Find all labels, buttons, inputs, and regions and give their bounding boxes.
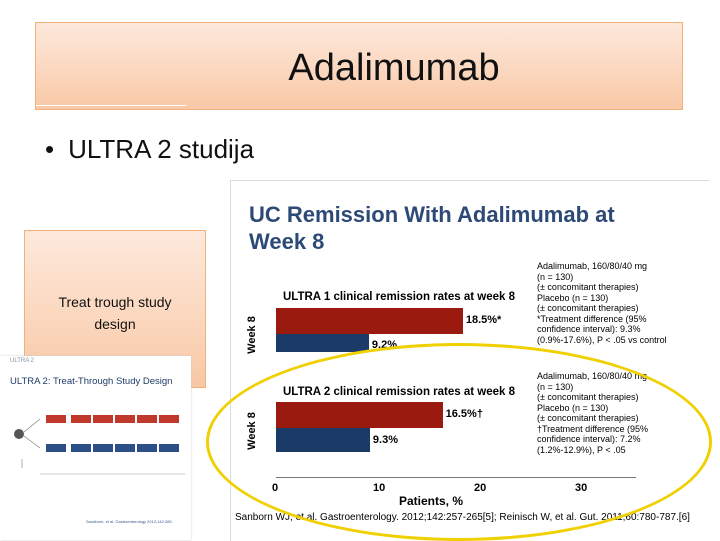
chart-slide-title: UC Remission With Adalimumab at Week 8: [249, 201, 689, 255]
adalimumab-dose-box: [46, 444, 66, 452]
placebo-dose-box: [71, 415, 91, 423]
panel1-adalimumab-bar: [276, 308, 463, 334]
slide-title: Adalimumab: [288, 47, 500, 89]
side-note-line2: design: [94, 316, 136, 332]
thumb-title: ULTRA 2: Treat-Through Study Design: [10, 376, 173, 387]
randomization-node: [14, 429, 24, 439]
panel1-adalimumab-value: 18.5%*: [465, 314, 502, 326]
panel1-legend-line: (± concomitant therapies): [537, 303, 639, 313]
side-note-line1: Treat trough study: [58, 294, 172, 310]
bullet-item: • ULTRA 2 studija: [45, 134, 254, 165]
panel1-title: ULTRA 1 clinical remission rates at week…: [283, 291, 516, 303]
chart-title-line2: Week 8: [249, 229, 325, 254]
adalimumab-dose-box: [93, 444, 113, 452]
panel1-legend-line: *Treatment difference (95%: [537, 313, 647, 324]
title-placeholder: Adalimumab: [35, 22, 683, 110]
placebo-dose-box: [93, 415, 113, 423]
panel1-legend: Adalimumab, 160/80/40 mg (n = 130) (± conc…: [537, 261, 707, 345]
thumb-tag: ULTRA 2: [10, 358, 34, 364]
placebo-dose-box: [159, 415, 179, 423]
placebo-dose-box: [115, 415, 135, 423]
side-note-text: Treat trough study design: [25, 291, 205, 335]
adalimumab-dose-box: [71, 444, 91, 452]
adalimumab-dose-box: [115, 444, 135, 452]
title-underline: [36, 105, 186, 106]
bullet-dot-icon: •: [45, 134, 55, 164]
panel1-legend-line: (n = 130): [537, 271, 574, 282]
panel1-legend-line: Adalimumab, 160/80/40 mg: [537, 261, 648, 271]
bullet-text: ULTRA 2 studija: [68, 134, 255, 164]
panel1-legend-line: (0.9%-17.6%), P < .05 vs control: [537, 334, 667, 345]
adalimumab-dose-box: [137, 444, 157, 452]
panel1-legend-line: Placebo (n = 130): [537, 292, 609, 303]
placebo-dose-box: [46, 415, 66, 423]
panel1-legend-line: (± concomitant therapies): [537, 282, 639, 292]
study-design-thumbnail: ULTRA 2 ULTRA 2: Treat-Through Study Des…: [0, 356, 191, 540]
thumb-footer: Sandborn, et al. Gastroenterology 2012;1…: [86, 519, 173, 524]
highlight-ellipse: [206, 343, 712, 541]
panel1-placebo-bar: [276, 334, 369, 352]
panel1-legend-line: confidence interval): 9.3%: [537, 324, 641, 334]
study-design-diagram: [14, 415, 185, 475]
adalimumab-dose-box: [159, 444, 179, 452]
panel1-week-label: Week 8: [245, 316, 258, 354]
placebo-dose-box: [137, 415, 157, 423]
chart-title-line1: UC Remission With Adalimumab at: [249, 202, 615, 227]
